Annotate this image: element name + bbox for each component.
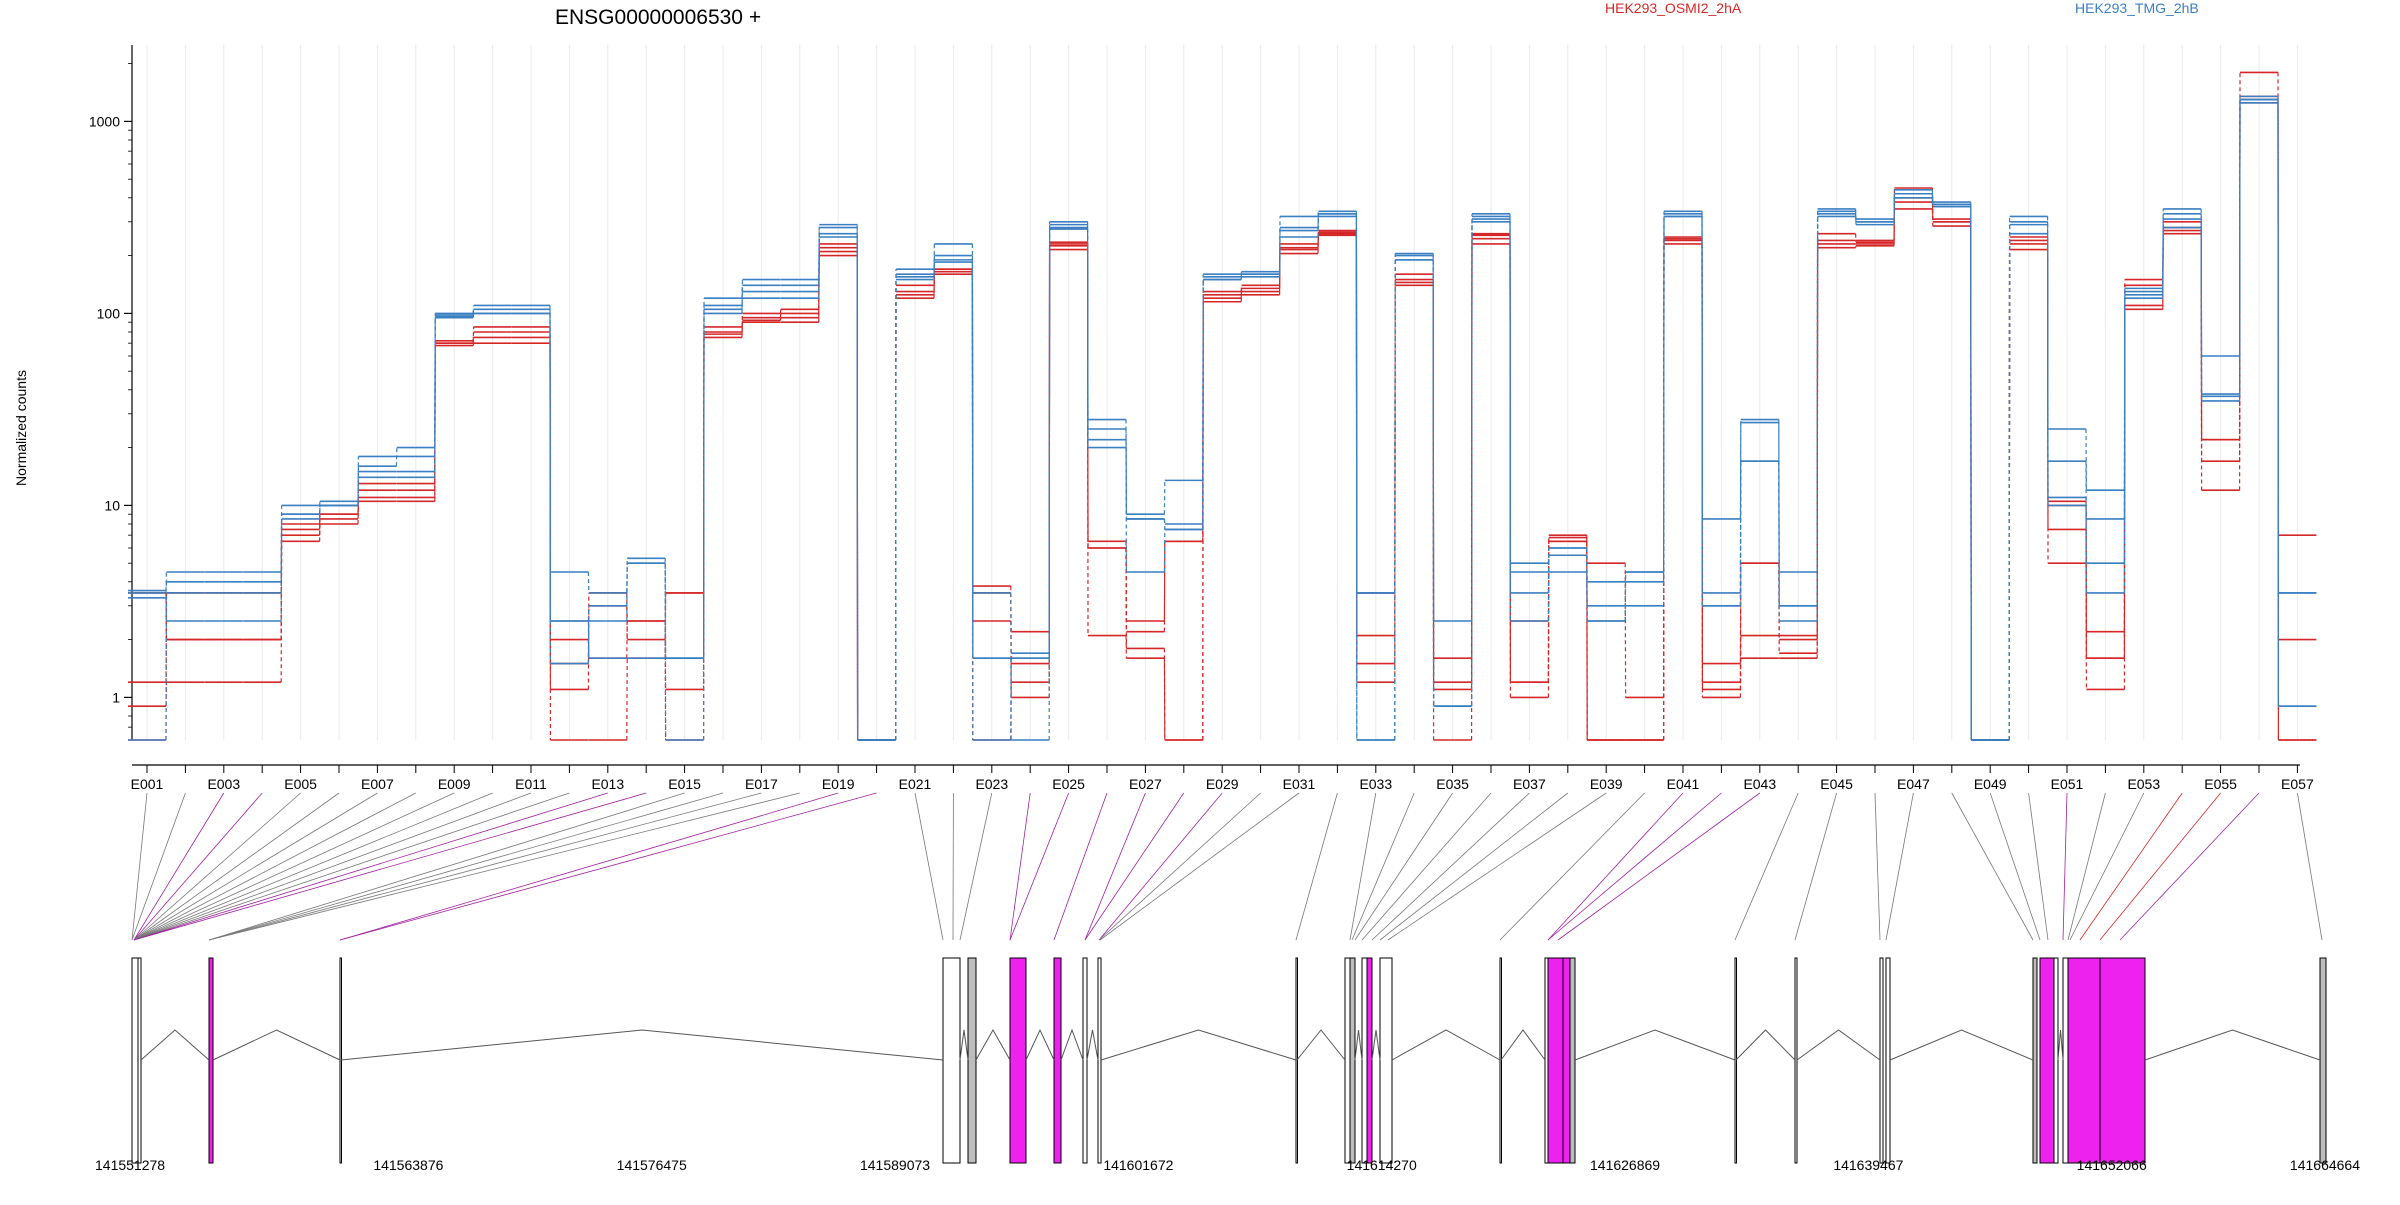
- exon-block-20: [1570, 958, 1575, 1163]
- x-tick-label-e019: E019: [822, 776, 855, 792]
- exon-block-8: [1054, 958, 1061, 1163]
- exon-block-22: [1795, 958, 1797, 1163]
- genomic-tick-label-4: 141589073: [860, 1157, 930, 1173]
- legend-label-osmi2: HEK293_OSMI2_2hA: [1605, 0, 1742, 16]
- legend-label-tmg: HEK293_TMG_2hB: [2075, 0, 2199, 16]
- exon-block-29: [2068, 958, 2145, 1163]
- exon-block-27: [2054, 958, 2058, 1163]
- exon-block-12: [1345, 958, 1350, 1163]
- genomic-tick-label-9: 141652066: [2077, 1157, 2147, 1173]
- x-tick-label-e025: E025: [1052, 776, 1085, 792]
- exon-block-19: [1548, 958, 1570, 1163]
- exon-block-14: [1362, 958, 1367, 1163]
- x-tick-label-e047: E047: [1897, 776, 1930, 792]
- x-tick-label-e005: E005: [284, 776, 317, 792]
- x-tick-label-e043: E043: [1743, 776, 1776, 792]
- x-tick-label-e007: E007: [361, 776, 394, 792]
- exon-block-11: [1296, 958, 1298, 1163]
- x-tick-label-e001: E001: [131, 776, 164, 792]
- exon-block-16: [1380, 958, 1392, 1163]
- exon-block-3: [209, 958, 213, 1163]
- x-tick-label-e027: E027: [1129, 776, 1162, 792]
- genomic-tick-label-6: 141614270: [1347, 1157, 1417, 1173]
- x-tick-label-e053: E053: [2127, 776, 2160, 792]
- exon-block-2: [138, 958, 141, 1163]
- exon-block-17: [1500, 958, 1502, 1163]
- exon-block-5: [943, 958, 960, 1163]
- exon-block-28: [2063, 958, 2068, 1163]
- genomic-tick-label-2: 141563876: [373, 1157, 443, 1173]
- x-tick-label-e037: E037: [1513, 776, 1546, 792]
- x-tick-label-e011: E011: [515, 776, 547, 792]
- x-tick-label-e021: E021: [899, 776, 932, 792]
- exon-block-6: [968, 958, 976, 1163]
- x-tick-label-e051: E051: [2051, 776, 2084, 792]
- genomic-tick-label-10: 141664664: [2290, 1157, 2360, 1173]
- genomic-tick-label-5: 141601672: [1103, 1157, 1173, 1173]
- exon-block-9: [1083, 958, 1087, 1163]
- x-tick-label-e015: E015: [668, 776, 701, 792]
- exon-block-4: [340, 958, 342, 1163]
- x-tick-label-e013: E013: [591, 776, 624, 792]
- exon-block-21: [1735, 958, 1737, 1163]
- exon-block-13: [1350, 958, 1355, 1163]
- y-axis-label: Normalized counts: [13, 370, 29, 486]
- x-tick-label-e029: E029: [1206, 776, 1239, 792]
- y-tick-label-10: 10: [104, 497, 120, 513]
- x-tick-label-e045: E045: [1820, 776, 1853, 792]
- genomic-tick-label-7: 141626869: [1590, 1157, 1660, 1173]
- chart-title: ENSG00000006530 +: [555, 6, 761, 29]
- y-tick-label-100: 100: [97, 305, 121, 321]
- x-tick-label-e039: E039: [1590, 776, 1623, 792]
- x-tick-label-e049: E049: [1974, 776, 2007, 792]
- y-tick-label-1: 1: [112, 689, 120, 705]
- exon-block-30: [2320, 958, 2326, 1163]
- exon-block-7: [1010, 958, 1026, 1163]
- x-tick-label-e035: E035: [1436, 776, 1469, 792]
- x-tick-label-e023: E023: [975, 776, 1008, 792]
- genomic-tick-label-1: 141551278: [95, 1157, 165, 1173]
- exon-block-15: [1367, 958, 1372, 1163]
- exon-block-24: [1886, 958, 1890, 1163]
- y-tick-label-1000: 1000: [89, 113, 120, 129]
- genomic-tick-label-8: 141639467: [1833, 1157, 1903, 1173]
- exon-block-25: [2033, 958, 2037, 1163]
- exon-block-10: [1098, 958, 1101, 1163]
- x-tick-label-e017: E017: [745, 776, 778, 792]
- x-tick-label-e003: E003: [207, 776, 240, 792]
- x-tick-label-e033: E033: [1359, 776, 1392, 792]
- x-tick-label-e055: E055: [2204, 776, 2237, 792]
- genomic-tick-label-3: 141576475: [617, 1157, 687, 1173]
- x-tick-label-e057: E057: [2281, 776, 2314, 792]
- x-tick-label-e009: E009: [438, 776, 471, 792]
- x-tick-label-e041: E041: [1667, 776, 1700, 792]
- exon-block-1: [132, 958, 138, 1163]
- exon-block-26: [2040, 958, 2054, 1163]
- x-tick-label-e031: E031: [1283, 776, 1316, 792]
- exon-block-23: [1880, 958, 1883, 1163]
